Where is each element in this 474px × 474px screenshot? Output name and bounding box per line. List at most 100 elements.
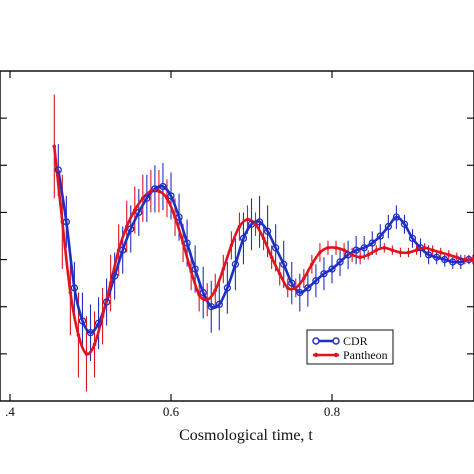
- pantheon-point-9: [124, 224, 129, 229]
- cdr-point-49: [449, 258, 457, 266]
- pantheon-point-44: [406, 250, 411, 255]
- pantheon-point-4: [84, 352, 89, 356]
- pantheon-point-50: [454, 255, 459, 260]
- cdr-point-26: [263, 227, 272, 235]
- cdr-point-47: [432, 253, 441, 261]
- legend-pantheon-marker-right: [333, 352, 339, 358]
- pantheon-point-5: [92, 342, 97, 347]
- pantheon-point-20: [213, 288, 218, 293]
- cdr-point-43: [400, 220, 409, 228]
- pantheon-point-34: [326, 245, 330, 250]
- cdr-point-2: [70, 284, 79, 292]
- pantheon-point-10: [132, 208, 137, 212]
- cdr-point-7: [111, 272, 119, 280]
- cdr-point-37: [352, 246, 360, 254]
- pantheon-point-13: [157, 189, 161, 194]
- legend-pantheon-marker-left: [313, 352, 319, 358]
- pantheon-point-31: [302, 276, 306, 281]
- cdr-point-21: [223, 284, 232, 292]
- pantheon-point-7: [108, 281, 113, 285]
- legend-cdr-label: CDR: [343, 334, 368, 348]
- pantheon-point-46: [422, 245, 427, 250]
- legend-pantheon-label: Pantheon: [343, 348, 388, 362]
- axis-ticks: [0, 71, 474, 401]
- cdr-point-33: [320, 270, 328, 278]
- cdr-point-34: [328, 265, 336, 273]
- cdr-point-27: [271, 244, 280, 252]
- pantheon-point-23: [237, 224, 242, 229]
- legend-cdr-marker-left: [312, 337, 320, 345]
- pantheon-point-40: [374, 248, 379, 252]
- pantheon-point-36: [342, 248, 346, 252]
- cdr-point-20: [215, 300, 223, 309]
- pantheon-point-15: [173, 215, 177, 219]
- pantheon-point-41: [382, 245, 387, 250]
- pantheon-point-1: [60, 220, 65, 224]
- pantheon-point-35: [334, 245, 338, 250]
- cdr-point-28: [280, 260, 288, 268]
- x-tick-label-1: 0.6: [163, 404, 180, 419]
- pantheon-point-52: [471, 257, 474, 262]
- cdr-point-6: [102, 298, 111, 306]
- pantheon-point-16: [181, 241, 185, 245]
- pantheon-point-39: [366, 253, 371, 257]
- pantheon-point-49: [446, 253, 451, 257]
- cdr-point-25: [255, 218, 264, 226]
- pantheon-point-48: [438, 250, 443, 255]
- cdr-point-32: [312, 277, 320, 285]
- pantheon-point-29: [285, 286, 290, 290]
- legend: CDR Pantheon: [306, 329, 394, 365]
- cdr-point-4: [86, 328, 95, 337]
- cdr-point-39: [368, 239, 376, 247]
- pantheon-point-47: [430, 248, 435, 252]
- series-markers: [52, 144, 474, 356]
- pantheon-point-30: [293, 286, 298, 290]
- legend-box: [306, 329, 394, 365]
- cdr-point-29: [288, 279, 296, 287]
- cdr-point-41: [384, 222, 393, 231]
- cdr-point-22: [231, 260, 240, 268]
- pantheon-point-42: [390, 248, 395, 252]
- cdr-point-46: [424, 251, 433, 259]
- pantheon-point-2: [68, 290, 73, 295]
- x-tick-label-0: .4: [5, 404, 15, 419]
- pantheon-point-0: [52, 144, 57, 149]
- cdr-point-9: [127, 225, 135, 233]
- error-bars: [53, 94, 474, 392]
- cdr-point-42: [392, 213, 401, 221]
- cdr-point-44: [408, 234, 417, 243]
- cdr-point-17: [191, 265, 199, 273]
- cdr-point-14: [167, 192, 175, 200]
- pantheon-point-3: [76, 333, 81, 337]
- cdr-point-0: [54, 166, 62, 174]
- pantheon-point-43: [398, 250, 403, 255]
- cdr-point-10: [135, 208, 143, 217]
- cdr-point-13: [159, 182, 167, 191]
- pantheon-point-28: [277, 271, 282, 276]
- pantheon-point-6: [100, 314, 105, 318]
- pantheon-point-17: [189, 269, 193, 274]
- pantheon-point-12: [149, 189, 153, 194]
- pantheon-point-27: [269, 255, 274, 260]
- cdr-point-35: [336, 258, 344, 266]
- x-tick-label-2: 0.8: [324, 404, 340, 419]
- pantheon-point-32: [310, 262, 314, 267]
- cdr-point-40: [376, 232, 384, 240]
- pantheon-point-24: [245, 217, 250, 222]
- pantheon-point-22: [229, 243, 234, 248]
- cdr-point-30: [296, 288, 304, 297]
- pantheon-point-37: [350, 253, 354, 257]
- legend-cdr-marker-right: [332, 337, 340, 345]
- pantheon-point-38: [358, 255, 362, 260]
- pantheon-point-8: [116, 248, 121, 252]
- pantheon-point-45: [414, 248, 419, 252]
- pantheon-point-25: [253, 222, 258, 227]
- cdr-point-5: [94, 319, 103, 327]
- cdr-point-18: [199, 288, 207, 297]
- cdr-point-50: [457, 258, 465, 266]
- cdr-point-48: [441, 255, 449, 264]
- pantheon-point-19: [205, 297, 210, 302]
- x-tick-labels: .4 0.6 0.8: [5, 404, 340, 419]
- pantheon-point-14: [165, 196, 169, 201]
